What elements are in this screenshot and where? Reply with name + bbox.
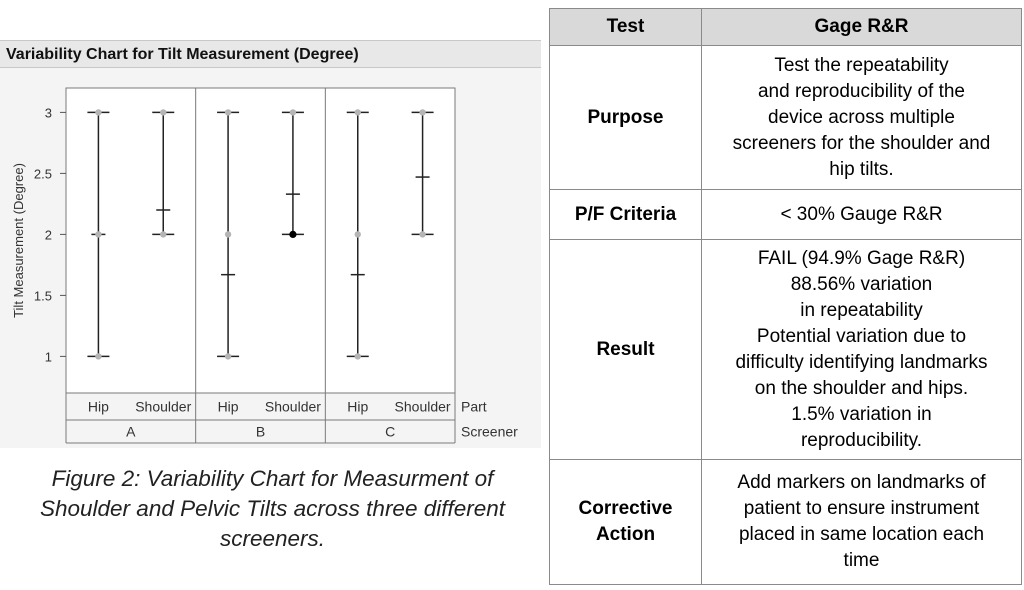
part-label: Shoulder xyxy=(395,399,451,415)
x-level-label-screener: Screener xyxy=(461,424,518,440)
cell-line: and reproducibility of the xyxy=(757,80,965,102)
y-axis-label: Tilt Measurement (Degree) xyxy=(11,163,26,318)
cell-line: Corrective xyxy=(578,498,673,519)
y-tick-label: 2.5 xyxy=(34,166,52,181)
data-point xyxy=(95,353,102,360)
data-point xyxy=(160,231,167,238)
row-value-corrective-action: Add markers on landmarks of patient to e… xyxy=(701,459,1022,585)
data-point xyxy=(95,109,102,116)
y-tick-label: 3 xyxy=(45,105,52,120)
gage-rr-table: Test Gage R&R Purpose Test the repeatabi… xyxy=(549,8,1022,585)
data-point xyxy=(224,353,232,360)
header-gage-rr: Gage R&R xyxy=(701,8,1022,46)
caption-line: Figure 2: Variability Chart for Measurme… xyxy=(51,466,494,491)
cell-line: Test the repeatability xyxy=(774,54,949,76)
table-row: Corrective Action Add markers on landmar… xyxy=(549,459,1022,585)
data-point xyxy=(354,109,361,116)
table-row: Result FAIL (94.9% Gage R&R) 88.56% vari… xyxy=(549,239,1022,460)
data-point xyxy=(224,231,232,238)
row-value-criteria: < 30% Gauge R&R xyxy=(701,189,1022,240)
row-label-result: Result xyxy=(549,239,702,460)
data-point xyxy=(224,109,232,116)
row-label-criteria: P/F Criteria xyxy=(549,189,702,240)
part-label: Hip xyxy=(347,399,368,415)
data-point xyxy=(289,109,297,116)
caption-line: screeners. xyxy=(219,526,326,551)
row-value-result: FAIL (94.9% Gage R&R) 88.56% variation i… xyxy=(701,239,1022,460)
table-header-row: Test Gage R&R xyxy=(549,8,1022,46)
data-point xyxy=(354,353,361,360)
row-value-purpose: Test the repeatability and reproducibili… xyxy=(701,45,1022,190)
data-point xyxy=(160,109,167,116)
cell-line: time xyxy=(843,550,880,571)
header-test: Test xyxy=(549,8,702,46)
cell-line: on the shoulder and hips. xyxy=(754,377,969,399)
chart-plot: 1 1.5 2 2.5 3 Tilt Measurement (Degree) Part Sc… xyxy=(0,68,541,448)
cell-line: 1.5% variation in xyxy=(791,403,932,425)
row-label-corrective-action: Corrective Action xyxy=(549,459,702,585)
table-row: P/F Criteria < 30% Gauge R&R xyxy=(549,189,1022,240)
cell-line: patient to ensure instrument xyxy=(743,498,980,519)
y-tick-label: 1.5 xyxy=(34,288,52,303)
figure-caption: Figure 2: Variability Chart for Measurme… xyxy=(0,464,545,554)
screener-label: B xyxy=(256,424,265,440)
cell-line: difficulty identifying landmarks xyxy=(735,351,988,373)
cell-line: reproducibility. xyxy=(800,429,923,451)
y-tick-label: 2 xyxy=(45,227,52,242)
variability-chart: Variability Chart for Tilt Measurement (… xyxy=(0,40,541,448)
caption-line: Shoulder and Pelvic Tilts across three d… xyxy=(39,496,506,521)
table-row: Purpose Test the repeatability and repro… xyxy=(549,45,1022,190)
part-label: Hip xyxy=(88,399,109,415)
plot-frame xyxy=(65,87,456,394)
cell-line: hip tilts. xyxy=(829,158,894,180)
cell-line: Potential variation due to xyxy=(756,325,967,347)
part-label: Shoulder xyxy=(265,399,321,415)
cell-line: FAIL (94.9% Gage R&R) xyxy=(757,247,966,269)
part-label: Shoulder xyxy=(135,399,191,415)
screener-label: C xyxy=(385,424,395,440)
row-label-purpose: Purpose xyxy=(549,45,702,190)
highlighted-point xyxy=(289,230,297,238)
data-point xyxy=(95,231,102,238)
cell-line: in repeatability xyxy=(800,299,923,321)
cell-line: Action xyxy=(595,524,656,545)
cell-line: placed in same location each xyxy=(738,524,985,545)
cell-line: device across multiple xyxy=(768,106,955,128)
x-level-label-part: Part xyxy=(461,399,487,415)
data-point xyxy=(354,231,361,238)
cell-line: 88.56% variation xyxy=(790,273,933,295)
y-tick-label: 1 xyxy=(45,349,52,364)
cell-line: Add markers on landmarks of xyxy=(737,472,986,493)
data-point xyxy=(419,109,426,116)
data-point xyxy=(419,231,426,238)
screener-label: A xyxy=(126,424,136,440)
chart-title: Variability Chart for Tilt Measurement (… xyxy=(0,40,541,68)
cell-line: < 30% Gauge R&R xyxy=(780,203,943,225)
part-label: Hip xyxy=(218,399,239,415)
cell-line: screeners for the shoulder and xyxy=(732,132,991,154)
